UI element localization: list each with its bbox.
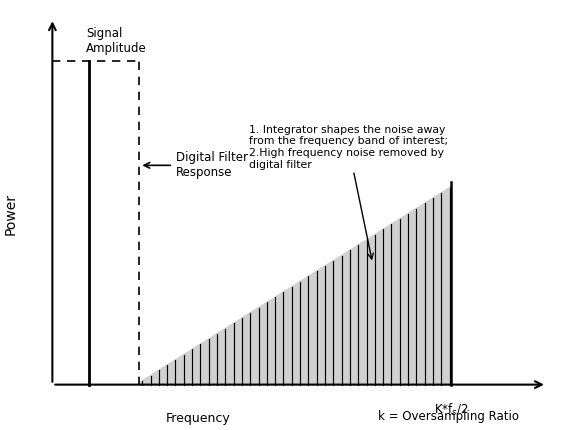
Text: Signal
Amplitude: Signal Amplitude — [86, 27, 147, 55]
Text: Power: Power — [3, 194, 18, 235]
Polygon shape — [140, 187, 451, 384]
Text: 1. Integrator shapes the noise away
from the frequency band of interest;
2.High : 1. Integrator shapes the noise away from… — [249, 125, 448, 259]
Text: Frequency: Frequency — [166, 412, 231, 425]
Text: Digital Filter
Response: Digital Filter Response — [144, 151, 248, 179]
Text: k = Oversampling Ratio: k = Oversampling Ratio — [377, 410, 519, 423]
Text: K*f$_s$/2: K*f$_s$/2 — [434, 402, 468, 418]
